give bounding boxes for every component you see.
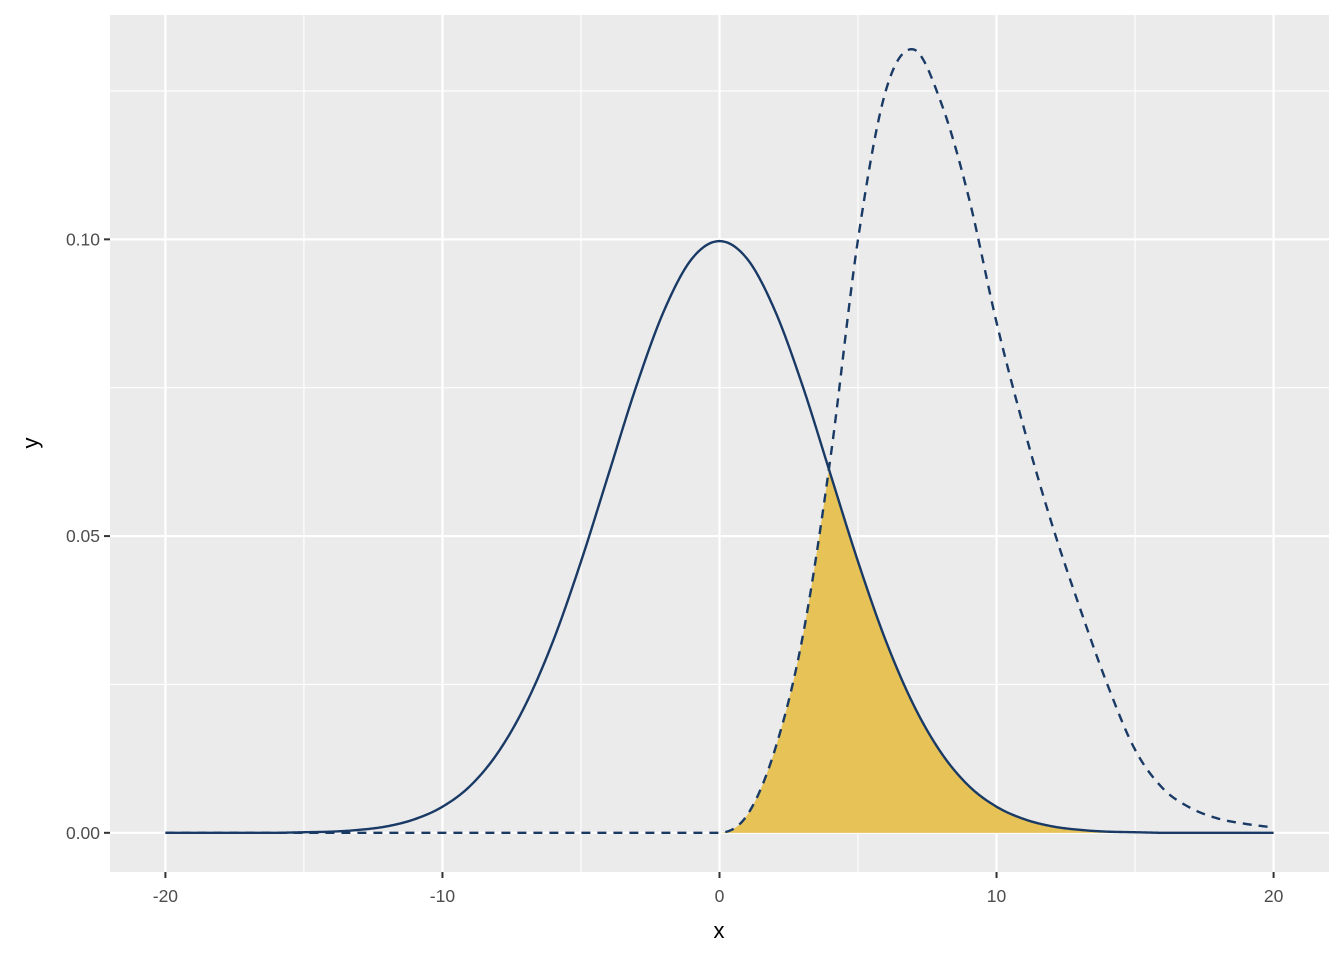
axes: -20 -10 0 10 20 0.00 0.05 0.10 [66,229,1284,906]
y-tick-label: 0.05 [66,526,100,546]
x-tick-label: 0 [715,886,725,906]
y-axis-title: y [18,438,43,449]
solid-density-line [165,239,1274,835]
x-tick-label: -10 [430,886,456,906]
y-tick-label: 0.00 [66,823,100,843]
y-tick-label: 0.10 [66,229,100,249]
major-gridlines [110,15,1329,872]
dashed-density-line [165,48,1274,835]
x-tick-label: 10 [987,886,1007,906]
x-tick-label: 20 [1264,886,1284,906]
x-tick-label: -20 [153,886,179,906]
x-axis-title: x [714,918,725,943]
series-lines [165,48,1274,835]
shaded-area [719,469,1274,833]
